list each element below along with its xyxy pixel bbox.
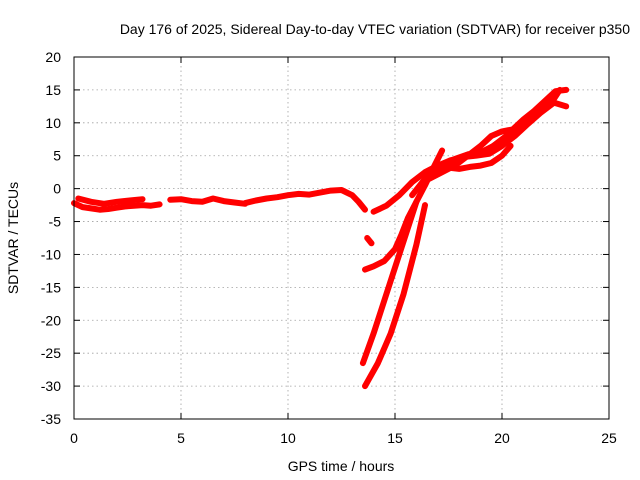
x-axis-title: GPS time / hours xyxy=(288,458,395,474)
y-tick-label: 0 xyxy=(53,181,61,197)
chart-title: Day 176 of 2025, Sidereal Day-to-day VTE… xyxy=(120,21,630,37)
series-arc-7 xyxy=(359,198,420,367)
y-tick-label: -20 xyxy=(41,312,61,328)
y-tick-label: -35 xyxy=(41,411,61,427)
series-arc-5 xyxy=(364,235,375,247)
x-tick-label: 0 xyxy=(70,430,78,446)
plot-frame xyxy=(73,56,610,420)
y-axis-title: SDTVAR / TECUs xyxy=(5,182,21,294)
x-tick-label: 5 xyxy=(177,430,185,446)
x-axis: 0 5 10 15 20 25 xyxy=(70,57,617,446)
series-arc-13 xyxy=(451,103,548,162)
series-group xyxy=(71,86,570,390)
series-arc-2 xyxy=(75,195,146,207)
y-tick-label: -30 xyxy=(41,378,61,394)
y-tick-label: 10 xyxy=(45,115,61,131)
series-arc-1 xyxy=(71,200,163,213)
x-tick-label: 15 xyxy=(387,430,403,446)
x-tick-label: 25 xyxy=(601,430,617,446)
y-axis: -35 -30 -25 -20 -15 -10 -5 0 5 10 15 20 xyxy=(41,49,609,427)
series-arc-14 xyxy=(552,100,570,110)
y-tick-label: -25 xyxy=(41,345,61,361)
x-tick-label: 10 xyxy=(280,430,296,446)
series-arc-8 xyxy=(362,202,428,390)
y-tick-label: -5 xyxy=(49,214,62,230)
x-tick-label: 20 xyxy=(494,430,510,446)
y-tick-label: 15 xyxy=(45,82,61,98)
y-tick-label: -15 xyxy=(41,279,61,295)
y-tick-label: -10 xyxy=(41,246,61,262)
series-arc-12 xyxy=(434,142,514,174)
series-arc-3 xyxy=(167,195,249,207)
series-arc-4 xyxy=(242,187,368,213)
y-tick-label: 5 xyxy=(53,148,61,164)
y-tick-label: 20 xyxy=(45,49,61,65)
